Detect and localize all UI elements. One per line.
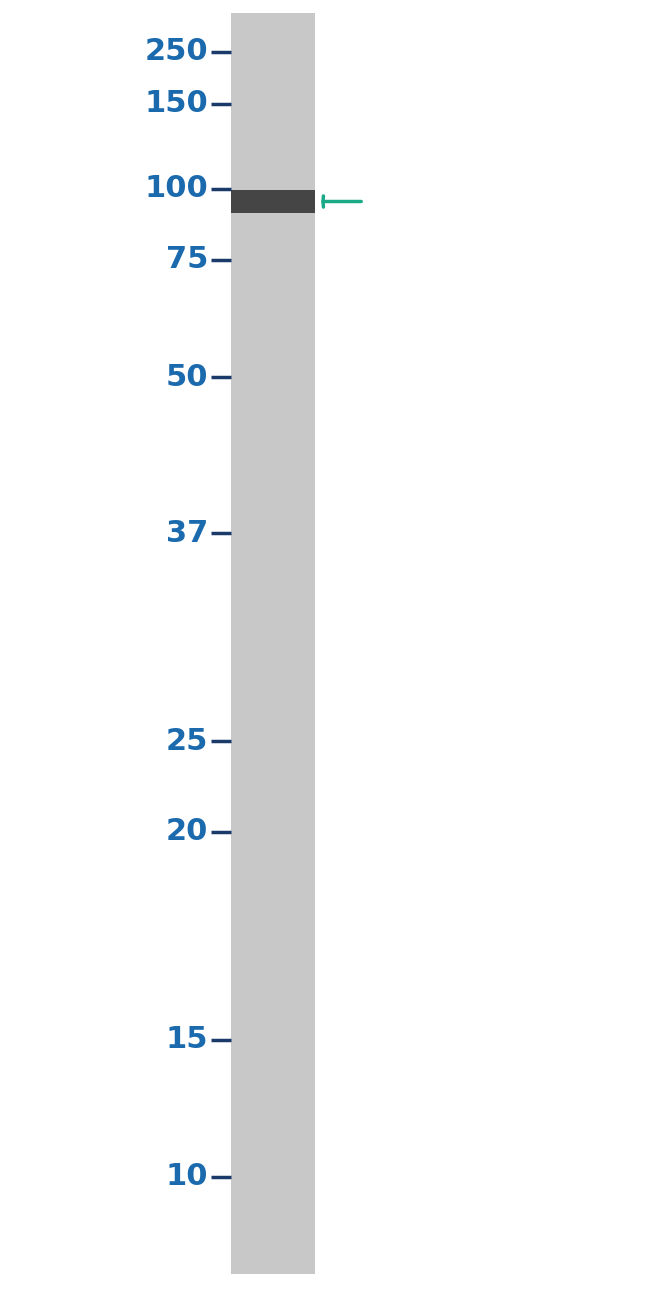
Text: 37: 37 <box>166 519 208 547</box>
Text: 100: 100 <box>144 174 208 203</box>
Text: 150: 150 <box>144 90 208 118</box>
Text: 75: 75 <box>166 246 208 274</box>
Text: 15: 15 <box>166 1026 208 1054</box>
Text: 50: 50 <box>166 363 208 391</box>
Text: 20: 20 <box>166 818 208 846</box>
Text: 10: 10 <box>166 1162 208 1191</box>
Text: 25: 25 <box>166 727 208 755</box>
Text: 250: 250 <box>144 38 208 66</box>
FancyBboxPatch shape <box>231 13 315 1274</box>
FancyBboxPatch shape <box>231 190 315 213</box>
